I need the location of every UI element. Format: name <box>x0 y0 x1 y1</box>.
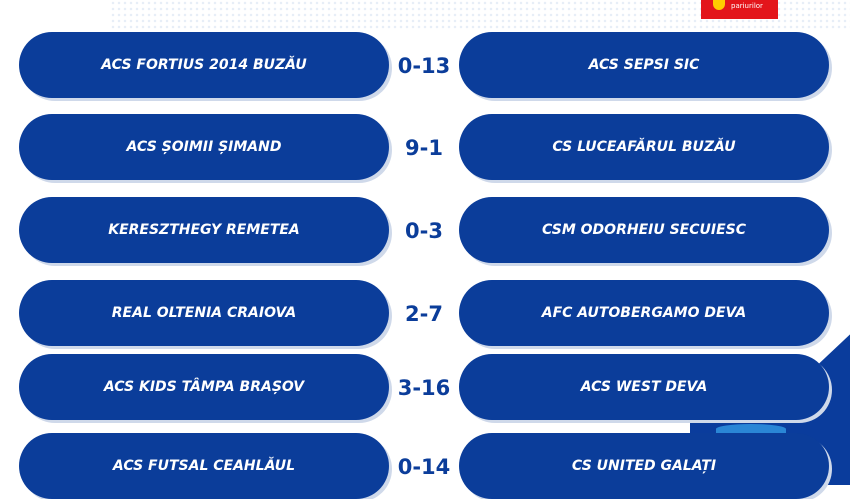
home-team: REAL OLTENIA CRAIOVA <box>19 280 389 346</box>
match-score: 0-13 <box>397 54 451 78</box>
home-team: ACS ȘOIMII ȘIMAND <box>19 114 389 180</box>
home-team: ACS FUTSAL CEAHLĂUL <box>19 433 389 499</box>
away-team: AFC AUTOBERGAMO DEVA <box>459 280 829 346</box>
logo-mark-icon <box>713 0 725 10</box>
sponsor-logo: pariurilor <box>701 0 778 19</box>
match-score: 3-16 <box>397 376 451 400</box>
background-ball-shape <box>716 424 786 434</box>
home-team: ACS FORTIUS 2014 BUZĂU <box>19 32 389 98</box>
away-team: ACS WEST DEVA <box>459 354 829 420</box>
match-score: 0-14 <box>397 455 451 479</box>
match-score: 2-7 <box>405 302 443 326</box>
away-team: CS UNITED GALAȚI <box>459 433 829 499</box>
home-team: KERESZTHEGY REMETEA <box>19 197 389 263</box>
away-team: ACS SEPSI SIC <box>459 32 829 98</box>
match-score: 0-3 <box>405 219 443 243</box>
home-team: ACS KIDS TÂMPA BRAȘOV <box>19 354 389 420</box>
match-score: 9-1 <box>405 136 443 160</box>
logo-text: pariurilor <box>731 2 763 10</box>
away-team: CSM ODORHEIU SECUIESC <box>459 197 829 263</box>
away-team: CS LUCEAFĂRUL BUZĂU <box>459 114 829 180</box>
